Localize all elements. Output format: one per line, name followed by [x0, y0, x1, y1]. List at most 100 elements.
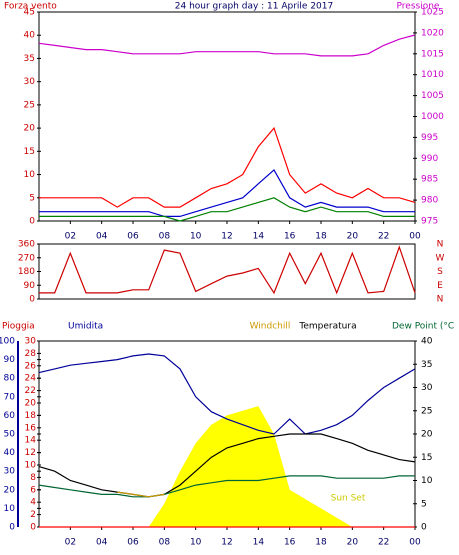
x-tick-label: 08	[159, 232, 171, 242]
x-tick-label: 18	[315, 538, 327, 548]
x-tick-label: 20	[347, 232, 359, 242]
y3-tick-label: 8	[30, 473, 36, 483]
y3-tick-label: 10	[25, 461, 37, 471]
y2-tick-label: 30	[421, 383, 433, 393]
y2-tick-label: 990	[421, 154, 438, 164]
x-tick-label: 02	[65, 538, 76, 548]
x-tick-label: 04	[96, 538, 108, 548]
y3-tick-label: 14	[25, 436, 37, 446]
series-line	[39, 168, 415, 217]
pressure-label: Pressione	[397, 2, 440, 12]
y2-tick-label: 1025	[421, 8, 444, 18]
x-tick-label: 00	[409, 538, 421, 548]
series-line	[38, 433, 416, 498]
series-line	[39, 245, 416, 295]
y2-tick-label: 1005	[421, 91, 444, 101]
y2-tick-label: N	[437, 295, 444, 305]
y2-tick-label: 1020	[421, 28, 444, 38]
windchill-label: Windchill	[250, 322, 291, 332]
y2-tick-label: N	[437, 240, 444, 250]
y-tick-label: 90	[24, 281, 36, 291]
y2-tick-label: 15	[421, 453, 432, 463]
x-tick-label: 08	[159, 538, 171, 548]
y2-tick-label: 10	[421, 476, 433, 486]
y-tick-label: 60	[4, 411, 16, 421]
x-tick-label: 10	[190, 232, 202, 242]
y-tick-label: 0	[29, 217, 35, 227]
series-line	[38, 475, 415, 498]
y-tick-label: 100	[0, 337, 15, 347]
series-line	[39, 197, 415, 222]
series-line	[38, 34, 416, 57]
y-tick-label: 20	[24, 124, 36, 134]
y2-tick-label: 5	[421, 499, 427, 509]
y-tick-label: 90	[4, 355, 16, 365]
y3-tick-label: 2	[30, 510, 36, 520]
y2-tick-label: 35	[421, 360, 432, 370]
y-tick-label: 35	[24, 54, 35, 64]
area	[39, 406, 415, 527]
y-tick-label: 10	[24, 170, 36, 180]
y2-tick-label: 20	[421, 430, 433, 440]
chart-title: 24 hour graph day : 11 Aprile 2017	[175, 2, 334, 12]
y3-tick-label: 22	[25, 386, 36, 396]
x-tick-label: 16	[284, 232, 296, 242]
y3-tick-label: 20	[25, 399, 37, 409]
y-tick-label: 25	[24, 100, 35, 110]
y3-tick-label: 18	[25, 411, 37, 421]
y3-tick-label: 12	[25, 448, 36, 458]
y-tick-label: 360	[18, 240, 35, 250]
x-tick-label: 00	[409, 232, 421, 242]
y2-tick-label: E	[437, 281, 443, 291]
rain-label: Pioggia	[2, 322, 35, 332]
y-tick-label: 0	[9, 523, 15, 533]
y-tick-label: 40	[24, 31, 36, 41]
x-tick-label: 22	[378, 232, 389, 242]
x-tick-label: 14	[253, 232, 265, 242]
y-tick-label: 0	[29, 295, 35, 305]
y3-tick-label: 6	[30, 485, 36, 495]
y2-tick-label: 25	[421, 406, 432, 416]
y3-tick-label: 4	[30, 498, 36, 508]
y2-tick-label: 40	[421, 337, 433, 347]
temperature-label: Temperatura	[298, 322, 356, 332]
x-tick-label: 16	[284, 538, 296, 548]
y3-tick-label: 30	[25, 337, 37, 347]
y2-tick-label: 0	[421, 523, 427, 533]
x-tick-label: 06	[127, 232, 139, 242]
y-tick-label: 270	[18, 253, 35, 263]
x-tick-label: 12	[221, 538, 232, 548]
y3-tick-label: 24	[25, 374, 37, 384]
x-tick-label: 04	[96, 232, 108, 242]
x-tick-label: 20	[347, 538, 359, 548]
annotation: Sun Set	[331, 494, 366, 504]
y-tick-label: 20	[4, 485, 16, 495]
y-tick-label: 15	[24, 147, 35, 157]
series-line	[117, 491, 165, 498]
y-tick-label: 10	[4, 504, 16, 514]
y-tick-label: 70	[4, 392, 16, 402]
humidity-label: Umidita	[68, 322, 103, 332]
y-tick-label: 30	[4, 467, 16, 477]
x-tick-label: 14	[253, 538, 265, 548]
y3-tick-label: 0	[30, 523, 36, 533]
x-tick-label: 22	[378, 538, 389, 548]
y3-tick-label: 28	[25, 349, 37, 359]
wind-label: Forza vento	[4, 2, 57, 12]
x-tick-label: 12	[221, 232, 232, 242]
y2-tick-label: 985	[421, 175, 438, 185]
x-tick-label: 18	[315, 232, 327, 242]
y-tick-label: 180	[18, 267, 35, 277]
y2-tick-label: S	[437, 267, 443, 277]
y-tick-label: 45	[24, 8, 35, 18]
y-tick-label: 50	[4, 430, 16, 440]
y3-tick-label: 26	[25, 361, 37, 371]
y3-tick-label: 16	[25, 423, 37, 433]
dewpoint-label: Dew Point (°C	[392, 322, 454, 332]
y2-tick-label: 1015	[421, 49, 444, 59]
y2-tick-label: 980	[421, 196, 438, 206]
y-tick-label: 80	[4, 374, 16, 384]
y-tick-label: 5	[29, 193, 35, 203]
x-tick-label: 02	[65, 232, 76, 242]
